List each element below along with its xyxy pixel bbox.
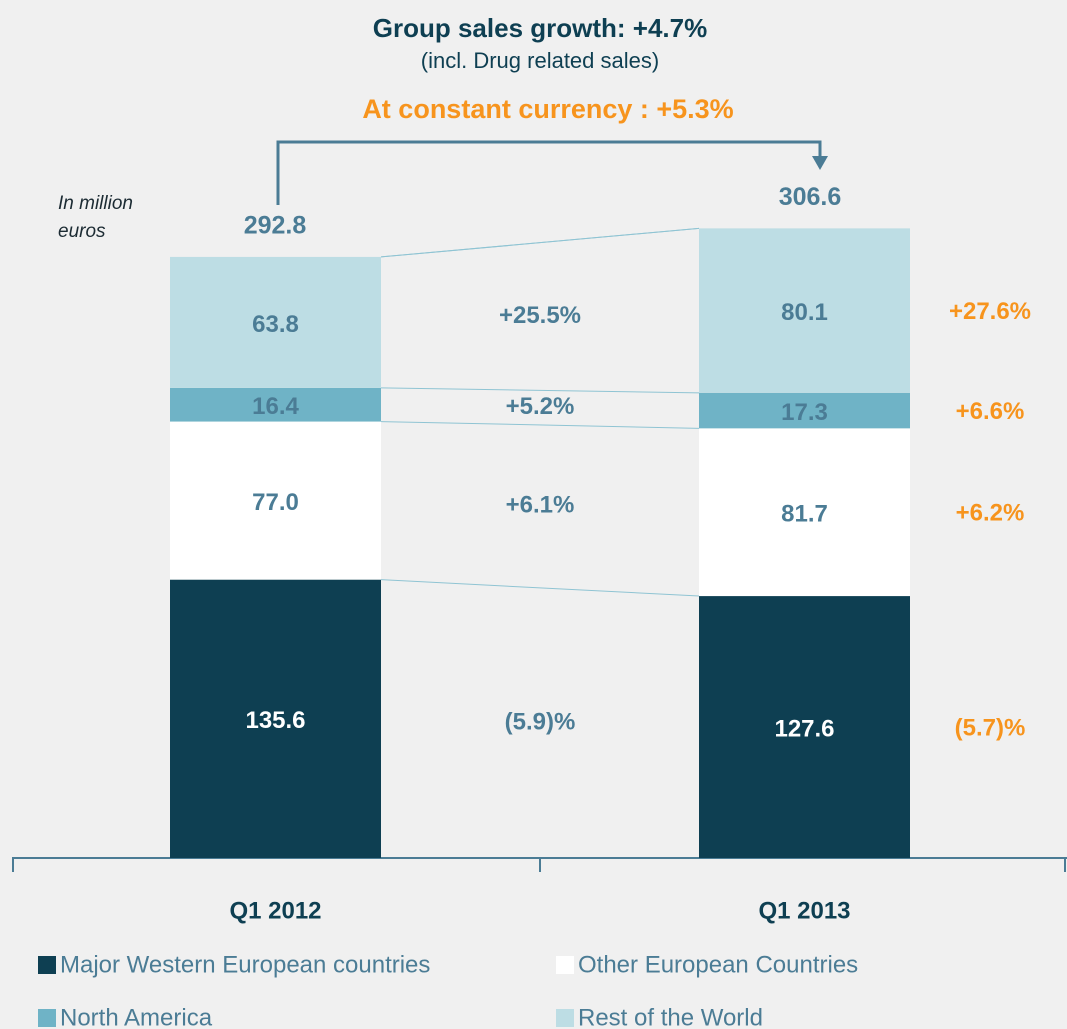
bar-segment — [699, 428, 910, 597]
bar-segment — [170, 387, 381, 422]
total-label: 306.6 — [779, 183, 842, 211]
legend-swatch — [38, 956, 56, 974]
legend-label: North America — [60, 1004, 213, 1029]
bar-segment — [170, 256, 381, 388]
growth-label: +5.2% — [506, 393, 575, 420]
connector — [380, 421, 700, 429]
growth-constant-label: +27.6% — [949, 298, 1031, 325]
bar-segment — [699, 596, 910, 858]
growth-constant-label: (5.7)% — [955, 714, 1026, 741]
value-label: 17.3 — [781, 399, 828, 426]
connector — [380, 579, 700, 597]
legend-swatch — [556, 956, 574, 974]
bar-segment — [170, 421, 381, 580]
x-tick-label: Q1 2012 — [229, 897, 321, 924]
legend-swatch — [556, 1009, 574, 1027]
growth-constant-label: +6.2% — [956, 500, 1025, 527]
connector — [380, 387, 700, 394]
value-label: 81.7 — [781, 501, 828, 528]
bar-segment — [699, 392, 910, 429]
value-label: 127.6 — [774, 715, 834, 742]
unit-label: In million euros — [58, 193, 133, 242]
value-label: 63.8 — [252, 311, 299, 338]
legend-label: Rest of the World — [578, 1004, 763, 1029]
bracket — [276, 140, 822, 205]
arrow-head — [812, 156, 828, 170]
chart-subtitle: (incl. Drug related sales) — [421, 48, 659, 73]
value-label: 80.1 — [781, 299, 828, 326]
bar-segment — [699, 228, 910, 393]
legend-label: Other European Countries — [578, 951, 858, 978]
legend-swatch — [38, 1009, 56, 1027]
value-label: 16.4 — [252, 393, 299, 420]
growth-label: +6.1% — [506, 492, 575, 519]
connector — [380, 227, 700, 258]
bar-segment — [170, 579, 381, 858]
annotation: At constant currency : +5.3% — [362, 94, 733, 124]
x-tick-label: Q1 2013 — [758, 897, 850, 924]
growth-label: +25.5% — [499, 302, 581, 329]
value-label: 77.0 — [252, 489, 299, 516]
legend-label: Major Western European countries — [60, 951, 430, 978]
growth-label: (5.9)% — [505, 708, 576, 735]
growth-constant-label: +6.6% — [956, 398, 1025, 425]
value-label: 135.6 — [245, 707, 305, 734]
total-label: 292.8 — [244, 212, 307, 240]
chart-title: Group sales growth: +4.7% — [373, 13, 707, 43]
